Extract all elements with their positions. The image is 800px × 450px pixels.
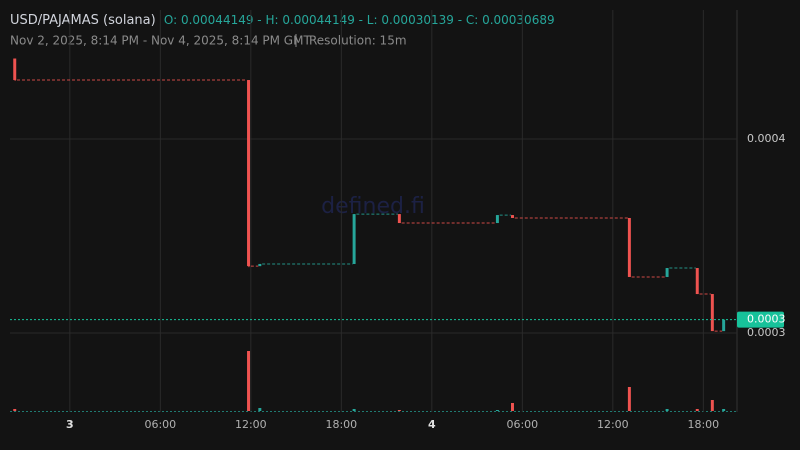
volume-bar	[710, 400, 714, 411]
volume-bar	[495, 410, 499, 411]
x-tick-label: 4	[428, 418, 436, 431]
volume-bar	[695, 409, 699, 411]
candle-body	[695, 268, 699, 295]
header: USD/PAJAMAS (solana) O: 0.00044149 - H: …	[10, 13, 555, 28]
candle-body	[665, 268, 669, 277]
volume-bar	[247, 351, 251, 411]
volume-bar	[511, 403, 514, 411]
volume-bar	[352, 409, 356, 411]
x-tick-label: 18:00	[325, 418, 357, 431]
x-tick-label: 12:00	[235, 418, 267, 431]
ohlc-values: O: 0.00044149 - H: 0.00044149 - L: 0.000…	[164, 13, 555, 27]
x-tick-label: 06:00	[506, 418, 538, 431]
resolution: Resolution: 15m	[309, 34, 407, 48]
last-price-label: 0.0003	[747, 313, 786, 326]
candle-body	[397, 214, 401, 224]
chart-title: USD/PAJAMAS (solana)	[10, 13, 156, 28]
candle-body	[352, 214, 356, 264]
candle-body	[511, 215, 514, 218]
volume-bar	[397, 410, 401, 411]
volume-bar	[722, 409, 726, 411]
candle-body	[722, 319, 726, 332]
volume-bar	[258, 408, 262, 411]
candle-body	[247, 80, 251, 267]
x-tick-label: 06:00	[144, 418, 176, 431]
last-price-tag	[737, 311, 784, 328]
x-tick-label: 12:00	[597, 418, 629, 431]
volume-bar	[665, 409, 669, 411]
volume-bar	[627, 387, 631, 411]
candle-body	[627, 217, 631, 277]
volume-bar	[13, 409, 17, 411]
y-tick-label: 0.0003	[747, 326, 786, 339]
candle-body	[13, 58, 17, 81]
candle-body	[710, 294, 714, 332]
candle-body	[495, 215, 499, 224]
x-tick-label: 18:00	[687, 418, 719, 431]
candle-body	[258, 263, 262, 267]
watermark: defined.fi	[321, 194, 425, 219]
y-tick-label: 0.0004	[747, 132, 786, 145]
x-tick-label: 3	[66, 418, 74, 431]
